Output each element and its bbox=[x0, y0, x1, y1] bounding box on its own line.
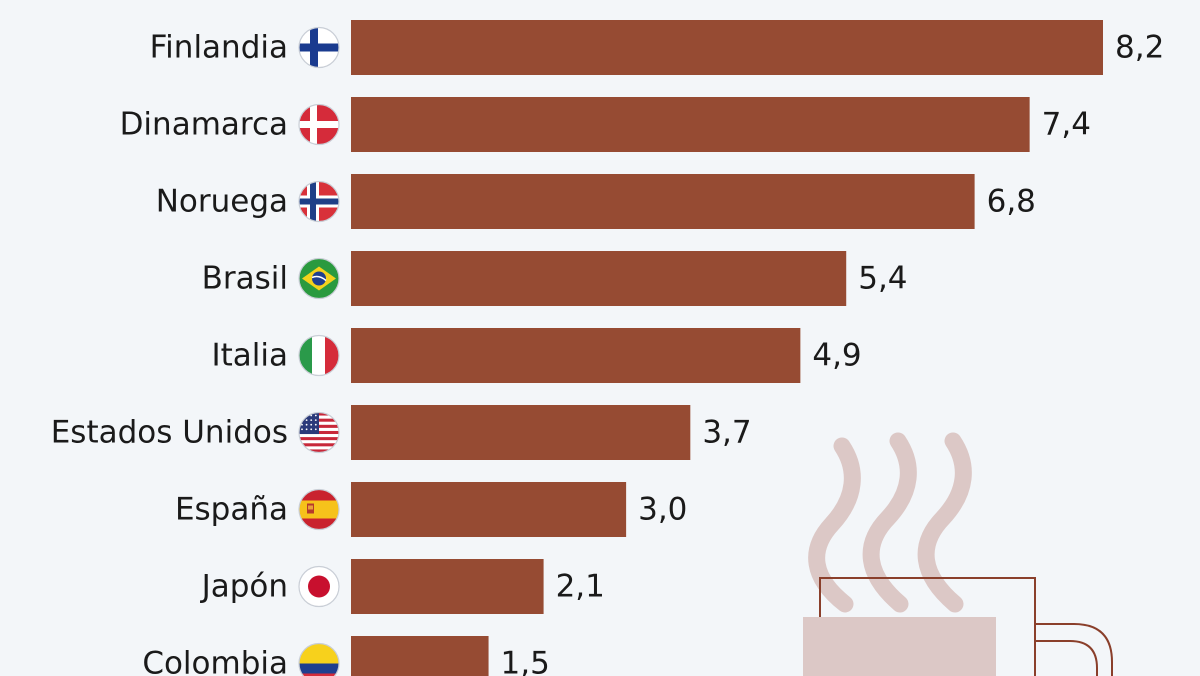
value-label: 5,4 bbox=[858, 261, 907, 297]
value-label: 3,7 bbox=[702, 415, 751, 451]
bar bbox=[351, 174, 975, 229]
value-label: 4,9 bbox=[812, 338, 861, 374]
denmark-flag-icon bbox=[298, 103, 340, 146]
colombia-flag-icon bbox=[298, 642, 340, 676]
value-label: 6,8 bbox=[987, 184, 1036, 220]
finland-flag-icon bbox=[298, 26, 340, 69]
japan-flag-icon bbox=[298, 565, 340, 608]
category-label: España bbox=[175, 492, 288, 528]
category-label: Estados Unidos bbox=[51, 415, 288, 451]
norway-flag-icon bbox=[298, 180, 340, 223]
usa-flag-icon bbox=[298, 411, 340, 454]
category-label: Japón bbox=[200, 569, 288, 605]
category-label: Italia bbox=[211, 338, 288, 374]
bar bbox=[351, 251, 847, 306]
bar bbox=[351, 559, 544, 614]
value-label: 7,4 bbox=[1042, 107, 1091, 143]
category-label: Brasil bbox=[202, 261, 288, 297]
coffee-mug-icon bbox=[803, 432, 1113, 676]
bar bbox=[351, 328, 801, 383]
value-label: 3,0 bbox=[638, 492, 687, 528]
value-label: 8,2 bbox=[1115, 30, 1164, 66]
bar bbox=[351, 636, 489, 676]
italy-flag-icon bbox=[298, 334, 340, 377]
bar bbox=[351, 20, 1103, 75]
bar bbox=[351, 482, 627, 537]
category-label: Finlandia bbox=[150, 30, 288, 66]
value-label: 2,1 bbox=[556, 569, 605, 605]
bar bbox=[351, 405, 691, 460]
value-label: 1,5 bbox=[501, 646, 550, 676]
spain-flag-icon bbox=[298, 488, 340, 531]
category-label: Noruega bbox=[156, 184, 288, 220]
bar bbox=[351, 97, 1030, 152]
category-label: Colombia bbox=[142, 646, 288, 676]
category-label: Dinamarca bbox=[120, 107, 288, 143]
brazil-flag-icon bbox=[298, 257, 340, 300]
